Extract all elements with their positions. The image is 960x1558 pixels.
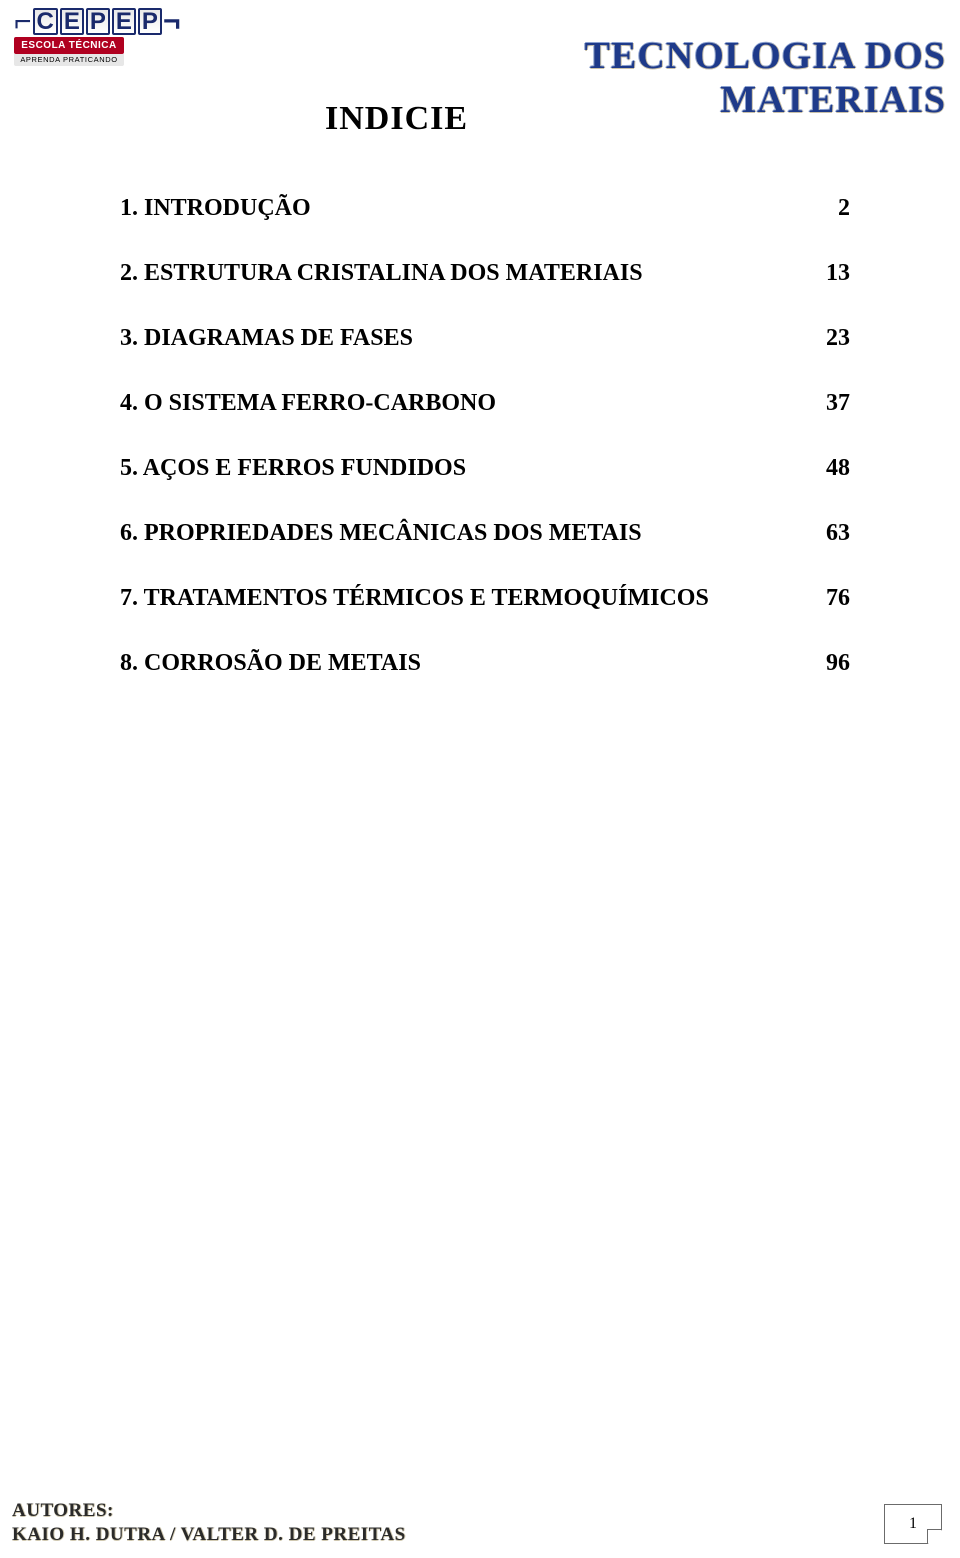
toc-entry-number: 5. bbox=[120, 455, 138, 481]
footer-authors-names: KAIO H. DUTRA / VALTER D. DE PREITAS bbox=[12, 1524, 406, 1546]
toc-entry-label: 8. CORROSÃO DE METAIS bbox=[120, 650, 421, 677]
toc-entry-label: 4. O SISTEMA FERRO-CARBONO bbox=[120, 390, 496, 417]
toc-entry-page: 2 bbox=[810, 195, 850, 222]
toc-entry-label: 1. INTRODUÇÃO bbox=[120, 195, 311, 222]
document-page: ⌐ C E P E P ¬ ESCOLA TÉCNICA APRENDA PRA… bbox=[0, 0, 960, 1558]
toc-entry-number: 3. bbox=[120, 325, 138, 351]
table-of-contents: 1. INTRODUÇÃO 2 2. ESTRUTURA CRISTALINA … bbox=[120, 195, 850, 715]
toc-entry-text: TRATAMENTOS TÉRMICOS E TERMOQUÍMICOS bbox=[144, 585, 709, 611]
logo-wordmark: ⌐ C E P E P ¬ bbox=[14, 8, 134, 35]
toc-entry-text: PROPRIEDADES MECÂNICAS DOS METAIS bbox=[144, 520, 642, 546]
toc-row: 6. PROPRIEDADES MECÂNICAS DOS METAIS 63 bbox=[120, 520, 850, 547]
toc-entry-text: INTRODUÇÃO bbox=[144, 195, 311, 221]
toc-entry-page: 13 bbox=[810, 260, 850, 287]
toc-entry-label: 5. AÇOS E FERROS FUNDIDOS bbox=[120, 455, 466, 482]
toc-row: 4. O SISTEMA FERRO-CARBONO 37 bbox=[120, 390, 850, 417]
toc-row: 7. TRATAMENTOS TÉRMICOS E TERMOQUÍMICOS … bbox=[120, 585, 850, 612]
toc-entry-text: CORROSÃO DE METAIS bbox=[144, 650, 421, 676]
toc-entry-page: 96 bbox=[810, 650, 850, 677]
logo-letter: E bbox=[112, 8, 136, 35]
toc-entry-text: DIAGRAMAS DE FASES bbox=[144, 325, 413, 351]
toc-entry-page: 76 bbox=[810, 585, 850, 612]
toc-entry-label: 2. ESTRUTURA CRISTALINA DOS MATERIAIS bbox=[120, 260, 643, 287]
toc-entry-label: 7. TRATAMENTOS TÉRMICOS E TERMOQUÍMICOS bbox=[120, 585, 709, 612]
logo-letter: E bbox=[60, 8, 84, 35]
toc-entry-page: 37 bbox=[810, 390, 850, 417]
toc-row: 5. AÇOS E FERROS FUNDIDOS 48 bbox=[120, 455, 850, 482]
logo-letter: C bbox=[33, 8, 58, 35]
toc-entry-page: 23 bbox=[810, 325, 850, 352]
toc-row: 8. CORROSÃO DE METAIS 96 bbox=[120, 650, 850, 677]
brand-logo: ⌐ C E P E P ¬ ESCOLA TÉCNICA APRENDA PRA… bbox=[14, 8, 134, 66]
section-heading: INDICIE bbox=[0, 100, 960, 138]
logo-letters: C E P E P bbox=[33, 8, 162, 35]
toc-row: 3. DIAGRAMAS DE FASES 23 bbox=[120, 325, 850, 352]
logo-bracket-left-icon: ⌐ bbox=[14, 9, 32, 35]
toc-entry-number: 8. bbox=[120, 650, 138, 676]
toc-entry-text: ESTRUTURA CRISTALINA DOS MATERIAIS bbox=[144, 260, 643, 286]
toc-entry-text: O SISTEMA FERRO-CARBONO bbox=[144, 390, 496, 416]
toc-entry-number: 4. bbox=[120, 390, 138, 416]
toc-entry-label: 6. PROPRIEDADES MECÂNICAS DOS METAIS bbox=[120, 520, 642, 547]
logo-letter: P bbox=[86, 8, 110, 35]
footer-authors: AUTORES: KAIO H. DUTRA / VALTER D. DE PR… bbox=[12, 1500, 406, 1546]
toc-entry-number: 7. bbox=[120, 585, 138, 611]
page-number: 1 bbox=[884, 1504, 942, 1544]
footer-authors-heading: AUTORES: bbox=[12, 1500, 406, 1522]
toc-row: 1. INTRODUÇÃO 2 bbox=[120, 195, 850, 222]
logo-mid-label: ESCOLA TÉCNICA bbox=[14, 37, 124, 54]
toc-entry-page: 48 bbox=[810, 455, 850, 482]
toc-entry-text: AÇOS E FERROS FUNDIDOS bbox=[143, 455, 466, 481]
toc-entry-number: 2. bbox=[120, 260, 138, 286]
toc-row: 2. ESTRUTURA CRISTALINA DOS MATERIAIS 13 bbox=[120, 260, 850, 287]
logo-sub-label: APRENDA PRATICANDO bbox=[14, 54, 124, 66]
page-number-value: 1 bbox=[909, 1515, 917, 1533]
toc-entry-number: 1. bbox=[120, 195, 138, 221]
toc-entry-number: 6. bbox=[120, 520, 138, 546]
toc-entry-page: 63 bbox=[810, 520, 850, 547]
logo-letter: P bbox=[138, 8, 162, 35]
logo-bracket-right-icon: ¬ bbox=[163, 9, 181, 35]
toc-entry-label: 3. DIAGRAMAS DE FASES bbox=[120, 325, 413, 352]
